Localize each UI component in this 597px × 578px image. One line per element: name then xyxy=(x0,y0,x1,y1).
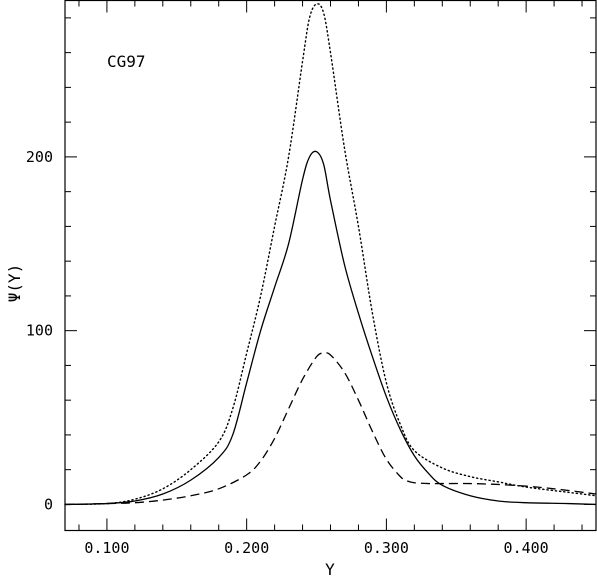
ticks xyxy=(65,0,596,531)
plot-frame xyxy=(64,0,597,532)
y-tick-label: 100 xyxy=(26,322,53,340)
annotation-label: CG97 xyxy=(107,52,146,71)
y-tick-label: 0 xyxy=(44,495,53,513)
x-tick-label: 0.200 xyxy=(224,539,269,557)
series-dotted-line xyxy=(64,3,597,506)
series-solid-line xyxy=(64,150,597,506)
x-tick-label: 0.300 xyxy=(364,539,409,557)
series-dashed-line xyxy=(64,352,597,506)
x-axis-label: Y xyxy=(325,560,335,578)
y-tick-label: 200 xyxy=(26,148,53,166)
series-group xyxy=(64,3,597,506)
x-tick-label: 0.400 xyxy=(504,539,549,557)
tick-labels: 0.100 0.200 0.300 0.400 0 100 200 xyxy=(26,148,549,557)
x-tick-label: 0.100 xyxy=(84,539,129,557)
y-axis-label: Ψ(Y) xyxy=(5,264,24,303)
